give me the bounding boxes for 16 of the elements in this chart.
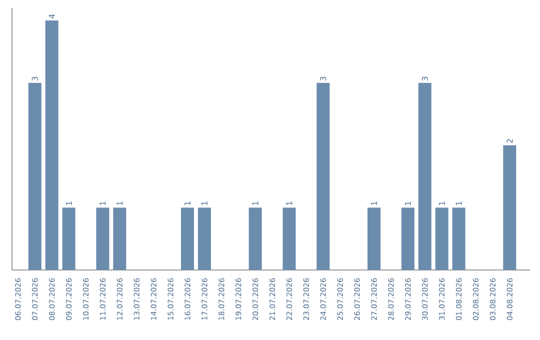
bar	[401, 208, 414, 270]
bar	[452, 208, 466, 270]
bar	[418, 82, 432, 270]
bar	[435, 208, 448, 270]
bar	[316, 82, 330, 270]
bar	[28, 82, 42, 270]
bar	[248, 208, 262, 270]
bar	[113, 208, 126, 270]
bar	[198, 208, 211, 270]
bar	[368, 208, 381, 270]
bar	[180, 208, 194, 270]
bar	[96, 208, 110, 270]
bar	[282, 208, 296, 270]
bar	[62, 208, 76, 270]
bar	[45, 20, 58, 270]
bar	[503, 145, 516, 270]
